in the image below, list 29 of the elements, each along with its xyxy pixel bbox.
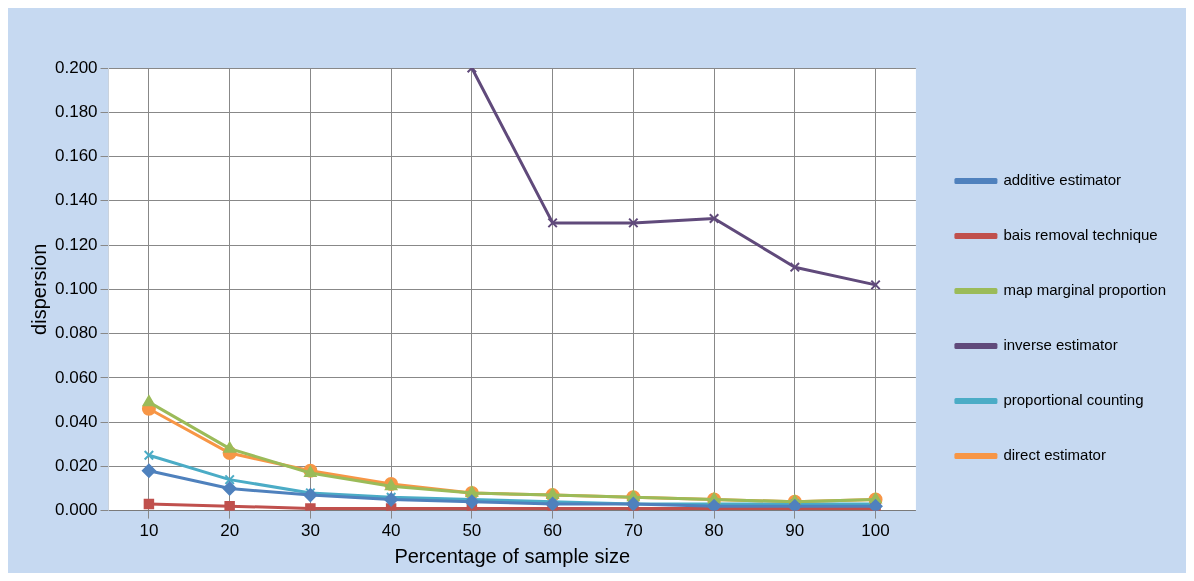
legend-label: map marginal proportion — [1003, 281, 1167, 299]
y-tick-label: 0.200 — [54, 57, 98, 77]
legend-label: inverse estimator — [1003, 336, 1118, 354]
x-tick-label: 90 — [785, 521, 805, 541]
x-tick-label: 20 — [220, 521, 240, 541]
legend-label: direct estimator — [1003, 446, 1106, 464]
legend-label: proportional counting — [1003, 391, 1144, 409]
y-tick-label: 0.100 — [54, 278, 98, 298]
x-tick-label: 80 — [704, 521, 724, 541]
y-tick-label: 0.000 — [54, 500, 98, 520]
y-tick-label: 0.020 — [54, 456, 98, 476]
x-tick-label: 40 — [381, 521, 401, 541]
legend-label: bais removal technique — [1003, 226, 1158, 244]
y-tick-label: 0.180 — [54, 101, 98, 121]
x-tick-label: 70 — [623, 521, 643, 541]
y-tick-label: 0.120 — [54, 234, 98, 254]
x-tick-label: 50 — [462, 521, 482, 541]
y-tick-label: 0.140 — [54, 190, 98, 210]
x-tick-label: 60 — [543, 521, 563, 541]
y-axis-title: dispersion — [27, 243, 50, 335]
x-tick-label: 100 — [861, 521, 890, 541]
y-tick-label: 0.080 — [54, 323, 98, 343]
legend-label: additive estimator — [1003, 171, 1121, 189]
y-tick-label: 0.160 — [54, 146, 98, 166]
x-tick-label: 30 — [300, 521, 320, 541]
x-tick-label: 10 — [139, 521, 159, 541]
y-tick-label: 0.060 — [54, 367, 98, 387]
y-tick-label: 0.040 — [54, 411, 98, 431]
x-axis-title: Percentage of sample size — [394, 544, 631, 567]
